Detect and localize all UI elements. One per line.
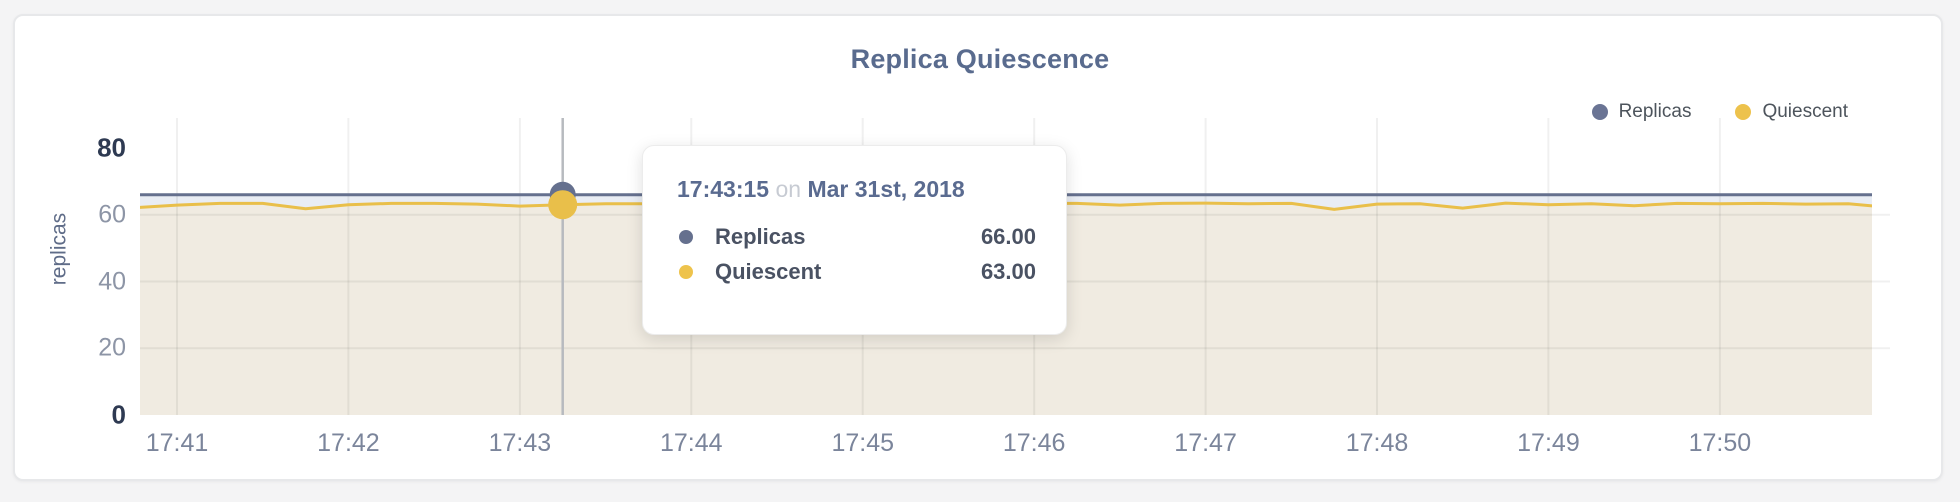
tooltip-series-dot-icon: [679, 229, 693, 244]
legend-label: Quiescent: [1762, 101, 1848, 122]
y-tick-label: 20: [98, 333, 126, 362]
hover-tooltip: 17:43:15 on Mar 31st, 2018 Replicas 66.00…: [642, 145, 1067, 335]
tooltip-row: Replicas 66.00: [673, 219, 1036, 254]
hover-dot-quiescent: [548, 190, 578, 220]
legend-item-quiescent[interactable]: Quiescent: [1735, 101, 1848, 123]
legend-item-replicas[interactable]: Replicas: [1591, 101, 1692, 123]
chart-legend: Replicas Quiescent: [1591, 101, 1848, 123]
y-tick-label: 80: [97, 132, 126, 163]
y-tick-label: 60: [98, 200, 126, 229]
x-tick-label: 17:48: [1345, 429, 1409, 457]
x-tick-label: 17:42: [317, 429, 380, 457]
x-tick-label: 17:41: [145, 429, 209, 457]
tooltip-series-label: Quiescent: [715, 258, 822, 284]
tooltip-series-dot-icon: [679, 264, 693, 279]
tooltip-series-value: 66.00: [980, 223, 1036, 249]
tooltip-time: 17:43:15: [677, 176, 770, 202]
x-tick-label: 17:50: [1688, 429, 1752, 457]
x-tick-label: 17:49: [1517, 429, 1580, 457]
tooltip-date: Mar 31st, 2018: [807, 176, 965, 202]
tooltip-series-value: 63.00: [980, 258, 1036, 284]
y-tick-label: 0: [111, 399, 126, 430]
x-tick-label: 17:43: [488, 429, 552, 457]
tooltip-on-word: on: [775, 176, 802, 202]
tooltip-series-label: Replicas: [715, 223, 806, 249]
y-tick-label: 40: [98, 267, 126, 295]
tooltip-rows: Replicas 66.00 Quiescent 63.00: [673, 219, 1036, 289]
tooltip-header: 17:43:15 on Mar 31st, 2018: [677, 176, 1036, 203]
x-tick-label: 17:46: [1002, 429, 1066, 457]
x-tick-label: 17:47: [1174, 429, 1237, 457]
legend-dot-icon: [1591, 104, 1608, 120]
legend-label: Replicas: [1618, 101, 1692, 122]
x-tick-label: 17:44: [660, 429, 723, 457]
tooltip-row: Quiescent 63.00: [673, 254, 1036, 289]
x-tick-label: 17:45: [831, 429, 894, 457]
chart-title: Replica Quiescence: [850, 44, 1110, 74]
legend-dot-icon: [1735, 104, 1752, 120]
